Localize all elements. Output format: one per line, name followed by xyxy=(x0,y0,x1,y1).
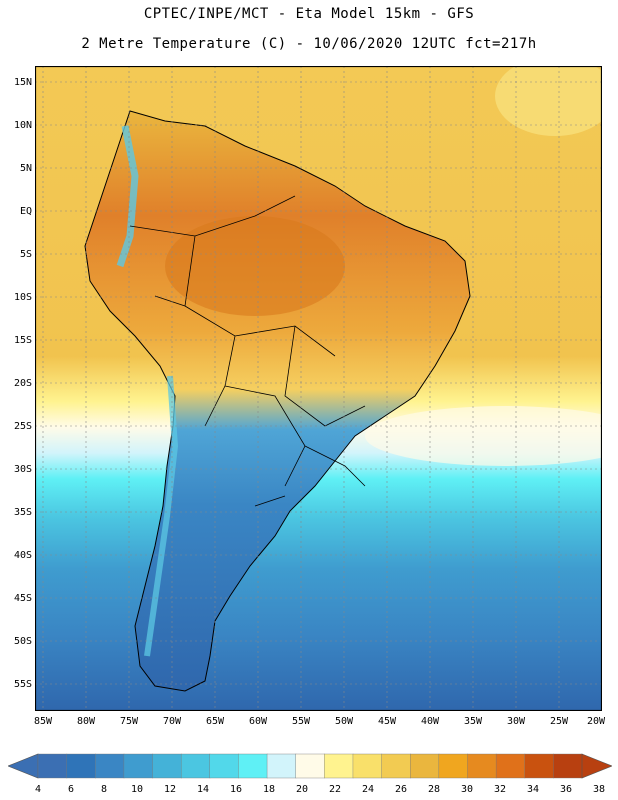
lat-label-15s: 15S xyxy=(13,335,32,346)
chart-title-line-1: CPTEC/INPE/MCT - Eta Model 15km - GFS xyxy=(143,6,475,22)
lon-label-40w: 40W xyxy=(420,716,440,727)
warm-ocean-patch xyxy=(495,66,602,136)
lon-label-65w: 65W xyxy=(205,716,225,727)
colorbar-swatch xyxy=(238,753,268,779)
cb-label-10: 10 xyxy=(130,784,144,795)
colorbar-swatch xyxy=(123,753,154,779)
colorbar-swatch xyxy=(495,753,526,779)
colorbar-swatch xyxy=(180,753,211,779)
lat-label-15n: 15N xyxy=(13,77,32,88)
cb-label-12: 12 xyxy=(163,784,177,795)
cb-label-32: 32 xyxy=(493,784,507,795)
chart-title-line-2: 2 Metre Temperature (C) - 10/06/2020 12U… xyxy=(81,36,537,52)
colorbar xyxy=(8,753,612,779)
political-borders xyxy=(129,195,366,507)
lat-label-55s: 55S xyxy=(13,679,32,690)
cb-label-30: 30 xyxy=(460,784,474,795)
lat-label-5n: 5N xyxy=(19,163,32,174)
lon-label-55w: 55W xyxy=(291,716,311,727)
colorbar-swatch xyxy=(467,753,497,779)
lat-label-eq: EQ xyxy=(19,206,32,217)
colorbar-swatch xyxy=(553,753,583,779)
colorbar-swatch xyxy=(524,753,554,779)
cb-label-8: 8 xyxy=(100,784,108,795)
colorbar-swatches xyxy=(37,753,583,779)
cb-label-18: 18 xyxy=(262,784,276,795)
lat-label-5s: 5S xyxy=(19,249,32,260)
colorbar-low-arrow xyxy=(8,753,39,779)
lon-label-50w: 50W xyxy=(334,716,354,727)
temperature-map xyxy=(35,66,602,711)
andes-north-cool-strip xyxy=(116,125,139,268)
cb-label-38: 38 xyxy=(592,784,606,795)
lat-label-45s: 45S xyxy=(13,593,32,604)
colorbar-swatch xyxy=(381,753,411,779)
lat-label-50s: 50S xyxy=(13,636,32,647)
cb-label-26: 26 xyxy=(394,784,408,795)
colorbar-swatch xyxy=(295,753,325,779)
cb-label-36: 36 xyxy=(559,784,573,795)
lat-label-10s: 10S xyxy=(13,292,32,303)
cb-label-6: 6 xyxy=(67,784,75,795)
cb-label-4: 4 xyxy=(34,784,42,795)
cb-label-16: 16 xyxy=(229,784,243,795)
colorbar-swatch xyxy=(352,753,383,779)
lon-label-85w: 85W xyxy=(33,716,53,727)
lat-label-40s: 40S xyxy=(13,550,32,561)
lon-label-70w: 70W xyxy=(162,716,182,727)
lon-label-75w: 75W xyxy=(119,716,139,727)
colorbar-swatch xyxy=(410,753,440,779)
colorbar-swatch xyxy=(152,753,182,779)
cb-label-34: 34 xyxy=(526,784,540,795)
colorbar-swatch xyxy=(209,753,239,779)
lon-label-80w: 80W xyxy=(76,716,96,727)
lat-label-20s: 20S xyxy=(13,378,32,389)
mild-ocean-band xyxy=(365,406,602,466)
lon-label-25w: 25W xyxy=(549,716,569,727)
map-border xyxy=(35,66,602,711)
colorbar-swatch xyxy=(266,753,297,779)
colorbar-swatch xyxy=(95,753,125,779)
colorbar-swatch xyxy=(438,753,468,779)
cb-label-14: 14 xyxy=(196,784,210,795)
lat-label-35s: 35S xyxy=(13,507,32,518)
colorbar-swatch xyxy=(66,753,96,779)
lon-label-60w: 60W xyxy=(248,716,268,727)
lat-label-10n: 10N xyxy=(13,120,32,131)
colorbar-swatch xyxy=(37,753,68,779)
colorbar-swatch xyxy=(324,753,354,779)
lat-label-25s: 25S xyxy=(13,421,32,432)
lat-label-30s: 30S xyxy=(13,464,32,475)
cb-label-24: 24 xyxy=(361,784,375,795)
lon-label-30w: 30W xyxy=(506,716,526,727)
andes-south-cool-strip xyxy=(144,375,179,657)
lon-label-35w: 35W xyxy=(463,716,483,727)
lon-label-20w: 20W xyxy=(586,716,606,727)
colorbar-high-arrow xyxy=(581,753,612,779)
cb-label-28: 28 xyxy=(427,784,441,795)
lon-label-45w: 45W xyxy=(377,716,397,727)
cb-label-20: 20 xyxy=(295,784,309,795)
cb-label-22: 22 xyxy=(328,784,342,795)
hot-amazon-region xyxy=(165,216,345,316)
